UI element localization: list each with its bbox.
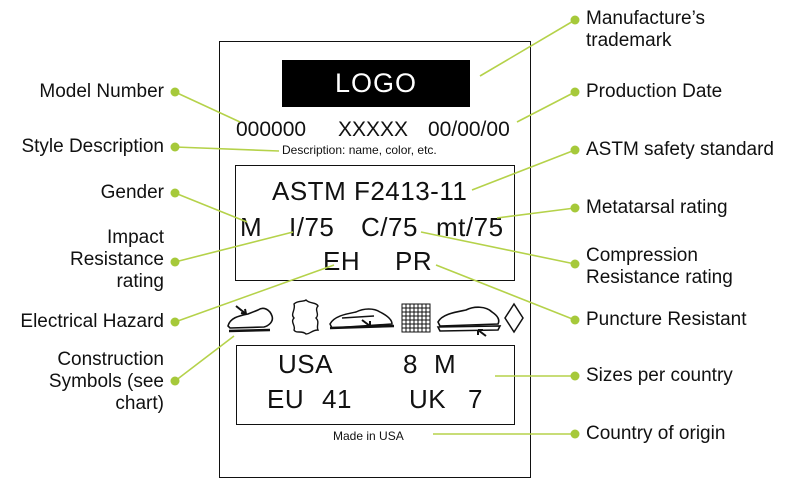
leader-trademark [479, 19, 576, 77]
us-size-value: 8 [403, 349, 418, 379]
leader-astm [471, 149, 576, 191]
callout-sizes-per-country: Sizes per country [586, 365, 733, 386]
callout-metatarsal-rating: Metatarsal rating [586, 197, 728, 218]
model-number-value: 000000 [236, 118, 307, 141]
dot-impact [170, 257, 180, 267]
callout-country-of-origin: Country of origin [586, 423, 726, 444]
dot-model-number [170, 87, 180, 97]
callout-impact-rating: Impact Resistance rating [70, 227, 164, 292]
callout-gender: Gender [100, 182, 164, 203]
uk-size-label: UK [409, 384, 447, 414]
dot-electrical-hazard [170, 317, 180, 327]
astm-standard-value: ASTM F2413-11 [272, 176, 468, 206]
shoe-toe-arrow-icon [227, 305, 274, 333]
compression-rating-value: C/75 [361, 212, 418, 242]
callout-model-number: Model Number [39, 81, 164, 102]
construction-symbols-row [227, 299, 524, 337]
style-code-value: XXXXX [338, 118, 409, 141]
dot-construction [170, 376, 180, 386]
dot-sizes [570, 371, 580, 381]
leader-puncture [435, 264, 576, 321]
leather-hide-icon [291, 299, 320, 335]
callout-style-description: Style Description [21, 136, 164, 157]
description-text: Description: name, color, etc. [282, 143, 437, 157]
label-tag [219, 41, 531, 478]
leader-compression [420, 231, 576, 265]
callout-construction-symbols: Construction Symbols (see chart) [48, 349, 164, 414]
shoe-side-arrow-icon [329, 308, 395, 330]
logo-text: LOGO [334, 68, 418, 98]
callout-production-date: Production Date [586, 81, 723, 102]
eu-size-value: 41 [322, 384, 352, 414]
callout-puncture-resistant: Puncture Resistant [586, 309, 747, 330]
electrical-hazard-value: EH [323, 246, 361, 276]
dot-astm [570, 145, 580, 155]
sizes-box [236, 345, 515, 425]
mesh-fabric-icon [401, 303, 431, 333]
dot-style-description [170, 142, 180, 152]
dot-compression [570, 259, 580, 269]
dot-origin [570, 429, 580, 439]
leader-impact [174, 231, 294, 263]
dot-puncture [570, 315, 580, 325]
callout-manufacturer-trademark: Manufacture’s trademark [586, 8, 705, 51]
us-size-label: USA [278, 349, 333, 379]
logo-box: LOGO [282, 60, 470, 107]
gender-value: M [240, 212, 263, 242]
impact-rating-value: I/75 [289, 212, 335, 242]
ratings-box [235, 165, 515, 281]
leader-construction [174, 335, 235, 382]
eu-size-label: EU [267, 384, 305, 414]
callout-compression-rating: Compression Resistance rating [586, 245, 733, 288]
dot-trademark [570, 15, 580, 25]
dot-production-date [570, 87, 580, 97]
leader-electrical-hazard [174, 264, 335, 323]
leader-model-number [174, 91, 241, 123]
uk-size-value: 7 [468, 384, 483, 414]
callout-electrical-hazard: Electrical Hazard [20, 311, 164, 332]
leader-production-date [516, 91, 576, 123]
callout-astm-standard: ASTM safety standard [586, 139, 774, 160]
production-date-value: 00/00/00 [428, 118, 510, 141]
leader-style-description [174, 146, 280, 152]
leader-metatarsal [496, 207, 576, 219]
origin-text: Made in USA [333, 429, 404, 443]
leader-gender [174, 192, 248, 223]
dot-gender [170, 188, 180, 198]
diamond-icon [504, 302, 524, 334]
puncture-resistant-value: PR [395, 246, 433, 276]
us-size-gender: M [434, 349, 457, 379]
shoe-sole-arrow-icon [436, 306, 502, 337]
dot-metatarsal [570, 203, 580, 213]
